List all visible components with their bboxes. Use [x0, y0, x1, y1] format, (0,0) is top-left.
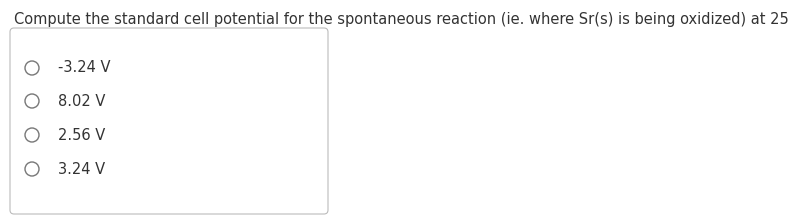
FancyBboxPatch shape [10, 28, 328, 214]
Circle shape [25, 162, 39, 176]
Circle shape [25, 94, 39, 108]
Text: -3.24 V: -3.24 V [58, 61, 110, 75]
Circle shape [25, 61, 39, 75]
Text: Compute the standard cell potential for the spontaneous reaction (ie. where Sr(s: Compute the standard cell potential for … [14, 12, 793, 27]
Text: 2.56 V: 2.56 V [58, 128, 105, 143]
Text: 8.02 V: 8.02 V [58, 94, 105, 108]
Text: 3.24 V: 3.24 V [58, 161, 105, 176]
Circle shape [25, 128, 39, 142]
